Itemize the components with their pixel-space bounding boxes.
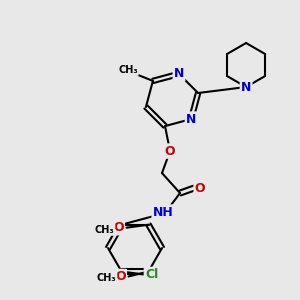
Text: O: O [115, 270, 126, 283]
Text: N: N [174, 68, 184, 80]
Text: N: N [186, 112, 196, 126]
Text: CH₃: CH₃ [118, 65, 138, 75]
Text: CH₃: CH₃ [95, 225, 114, 235]
Text: NH: NH [153, 206, 173, 219]
Text: Cl: Cl [145, 268, 158, 281]
Text: O: O [113, 221, 124, 234]
Text: O: O [195, 182, 205, 195]
Text: O: O [165, 145, 175, 158]
Text: N: N [241, 80, 251, 94]
Text: CH₃: CH₃ [97, 274, 116, 284]
